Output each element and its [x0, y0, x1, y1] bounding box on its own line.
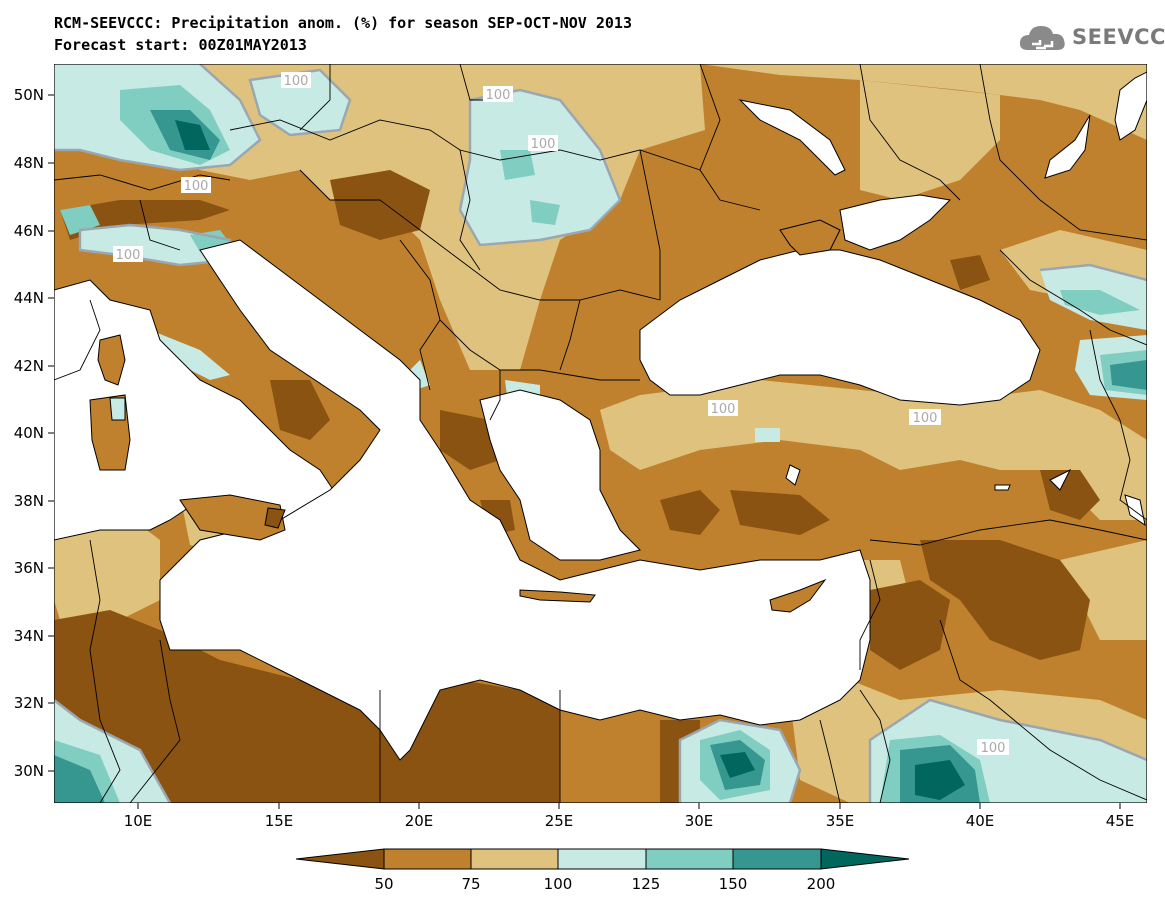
- svg-text:32N: 32N: [14, 694, 44, 712]
- svg-text:100: 100: [116, 248, 141, 263]
- lon-tick: 25E: [545, 803, 574, 830]
- lon-tick: 40E: [966, 803, 995, 830]
- precipitation-field: [54, 64, 1147, 803]
- contour-labels: 100 100 100 100 100 100 100 100: [113, 72, 1009, 756]
- colorbar-label: 125: [632, 875, 661, 893]
- colorbar-125-150: [645, 848, 734, 870]
- colorbar-lt50: [295, 848, 385, 870]
- lat-tick: 34N: [14, 627, 54, 645]
- lat-tick: 32N: [14, 694, 54, 712]
- svg-text:10E: 10E: [124, 812, 153, 830]
- lat-tick: 40N: [14, 424, 54, 442]
- lon-tick: 45E: [1106, 803, 1135, 830]
- contour-label: 100: [708, 400, 738, 417]
- svg-text:30E: 30E: [685, 812, 714, 830]
- lon-tick: 15E: [265, 803, 294, 830]
- svg-text:46N: 46N: [14, 222, 44, 240]
- svg-text:100: 100: [486, 88, 511, 103]
- country-borders: [54, 64, 1147, 803]
- colorbar-label: 200: [807, 875, 836, 893]
- svg-text:38N: 38N: [14, 492, 44, 510]
- svg-text:25E: 25E: [545, 812, 574, 830]
- logo-text: SEEVCCC: [1072, 25, 1165, 49]
- svg-text:40E: 40E: [966, 812, 995, 830]
- lon-tick: 30E: [685, 803, 714, 830]
- contour-label: 100: [181, 177, 211, 194]
- sea-mask: [54, 71, 1147, 761]
- colorbar-label: 100: [544, 875, 573, 893]
- svg-text:30N: 30N: [14, 762, 44, 780]
- lon-tick: 10E: [124, 803, 153, 830]
- colorbar-50-75: [383, 848, 472, 870]
- svg-text:44N: 44N: [14, 289, 44, 307]
- lat-tick: 50N: [14, 86, 54, 104]
- lat-axis: 50N 48N 46N 44N 42N 40N 38N 36N 34N 32N …: [14, 86, 54, 780]
- field-gt200: [175, 120, 965, 800]
- lat-tick: 42N: [14, 357, 54, 375]
- colorbar-100-125: [557, 848, 647, 870]
- colorbar-label: 75: [461, 875, 480, 893]
- svg-text:34N: 34N: [14, 627, 44, 645]
- colorbar-label: 50: [374, 875, 393, 893]
- islands: [89, 334, 827, 613]
- svg-text:35E: 35E: [826, 812, 855, 830]
- colorbar-150-200: [732, 848, 822, 870]
- svg-text:15E: 15E: [265, 812, 294, 830]
- forecast-start-label: Forecast start: 00Z01MAY2013: [54, 36, 307, 54]
- contour-label: 100: [281, 72, 311, 89]
- colorbar-labels: 50 75 100 125 150 200: [374, 875, 835, 893]
- svg-text:45E: 45E: [1106, 812, 1135, 830]
- contour-label: 100: [483, 86, 513, 103]
- lon-axis: 10E 15E 20E 25E 30E 35E 40E 45E: [124, 803, 1135, 830]
- svg-text:42N: 42N: [14, 357, 44, 375]
- svg-text:100: 100: [711, 402, 736, 417]
- crimea: [779, 219, 841, 256]
- seevccc-logo: SEEVCCC: [1018, 22, 1165, 54]
- svg-text:100: 100: [981, 741, 1006, 756]
- lat-tick: 36N: [14, 559, 54, 577]
- svg-text:50N: 50N: [14, 86, 44, 104]
- svg-text:40N: 40N: [14, 424, 44, 442]
- contour-label: 100: [909, 409, 941, 426]
- colorbar: [295, 848, 910, 870]
- svg-text:48N: 48N: [14, 154, 44, 172]
- svg-text:36N: 36N: [14, 559, 44, 577]
- lat-tick: 48N: [14, 154, 54, 172]
- contour-label: 100: [528, 135, 558, 152]
- lat-tick: 30N: [14, 762, 54, 780]
- lon-tick: 20E: [405, 803, 434, 830]
- svg-text:100: 100: [531, 137, 556, 152]
- lat-tick: 38N: [14, 492, 54, 510]
- lon-tick: 35E: [826, 803, 855, 830]
- svg-text:100: 100: [284, 74, 309, 89]
- cloud-icon: [1019, 26, 1065, 50]
- colorbar-label: 150: [719, 875, 748, 893]
- contour-label: 100: [977, 739, 1009, 756]
- colorbar-75-100: [470, 848, 559, 870]
- lat-tick: 44N: [14, 289, 54, 307]
- contour-label: 100: [113, 246, 143, 263]
- svg-text:20E: 20E: [405, 812, 434, 830]
- svg-text:100: 100: [184, 179, 209, 194]
- map-title: RCM-SEEVCCC: Precipitation anom. (%) for…: [54, 14, 632, 32]
- lat-tick: 46N: [14, 222, 54, 240]
- field-lt50: [54, 170, 1100, 803]
- svg-text:100: 100: [913, 411, 938, 426]
- colorbar-gt200: [820, 848, 910, 870]
